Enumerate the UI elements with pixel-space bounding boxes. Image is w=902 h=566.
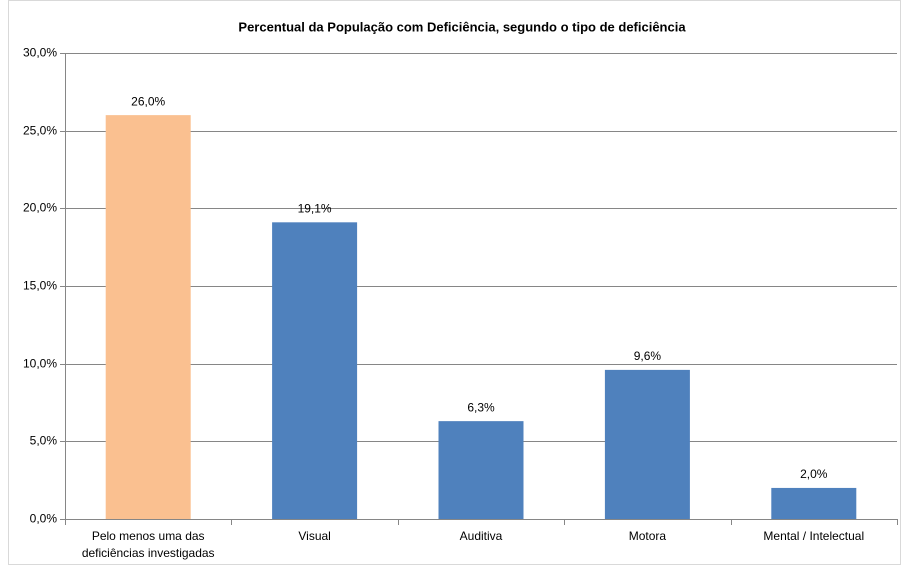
y-tick-label: 20,0% (23, 201, 57, 215)
x-tick-label: Visual (298, 529, 331, 543)
data-label: 26,0% (131, 94, 165, 108)
x-label-box: Visual (298, 529, 331, 543)
y-tick-label: 30,0% (23, 46, 57, 60)
x-label-box: Pelo menos uma das deficiências investig… (81, 529, 215, 560)
y-tick-label: 5,0% (30, 434, 58, 448)
data-label: 2,0% (800, 467, 828, 481)
bar (604, 369, 690, 519)
x-tick-label: Auditiva (459, 529, 503, 543)
y-tick-label: 10,0% (23, 357, 57, 371)
y-tick-label: 25,0% (23, 124, 57, 138)
x-label-box: Auditiva (459, 529, 503, 543)
bar (771, 487, 857, 519)
x-tick-label: Motora (628, 529, 667, 543)
x-label-box: Motora (628, 529, 667, 543)
bar (272, 222, 358, 519)
x-tick-label: Pelo menos uma das deficiências investig… (81, 529, 215, 560)
x-tick-label: Mental / Intelectual (763, 529, 865, 543)
chart-title: Percentual da População com Deficiência,… (238, 19, 686, 34)
y-tick-label: 15,0% (23, 279, 57, 293)
x-label-box: Mental / Intelectual (763, 529, 865, 543)
data-label: 19,1% (298, 201, 332, 215)
bar (105, 115, 191, 519)
bar (438, 421, 524, 519)
data-label: 6,3% (467, 400, 495, 414)
y-tick-label: 0,0% (30, 512, 58, 526)
data-label: 9,6% (634, 349, 662, 363)
